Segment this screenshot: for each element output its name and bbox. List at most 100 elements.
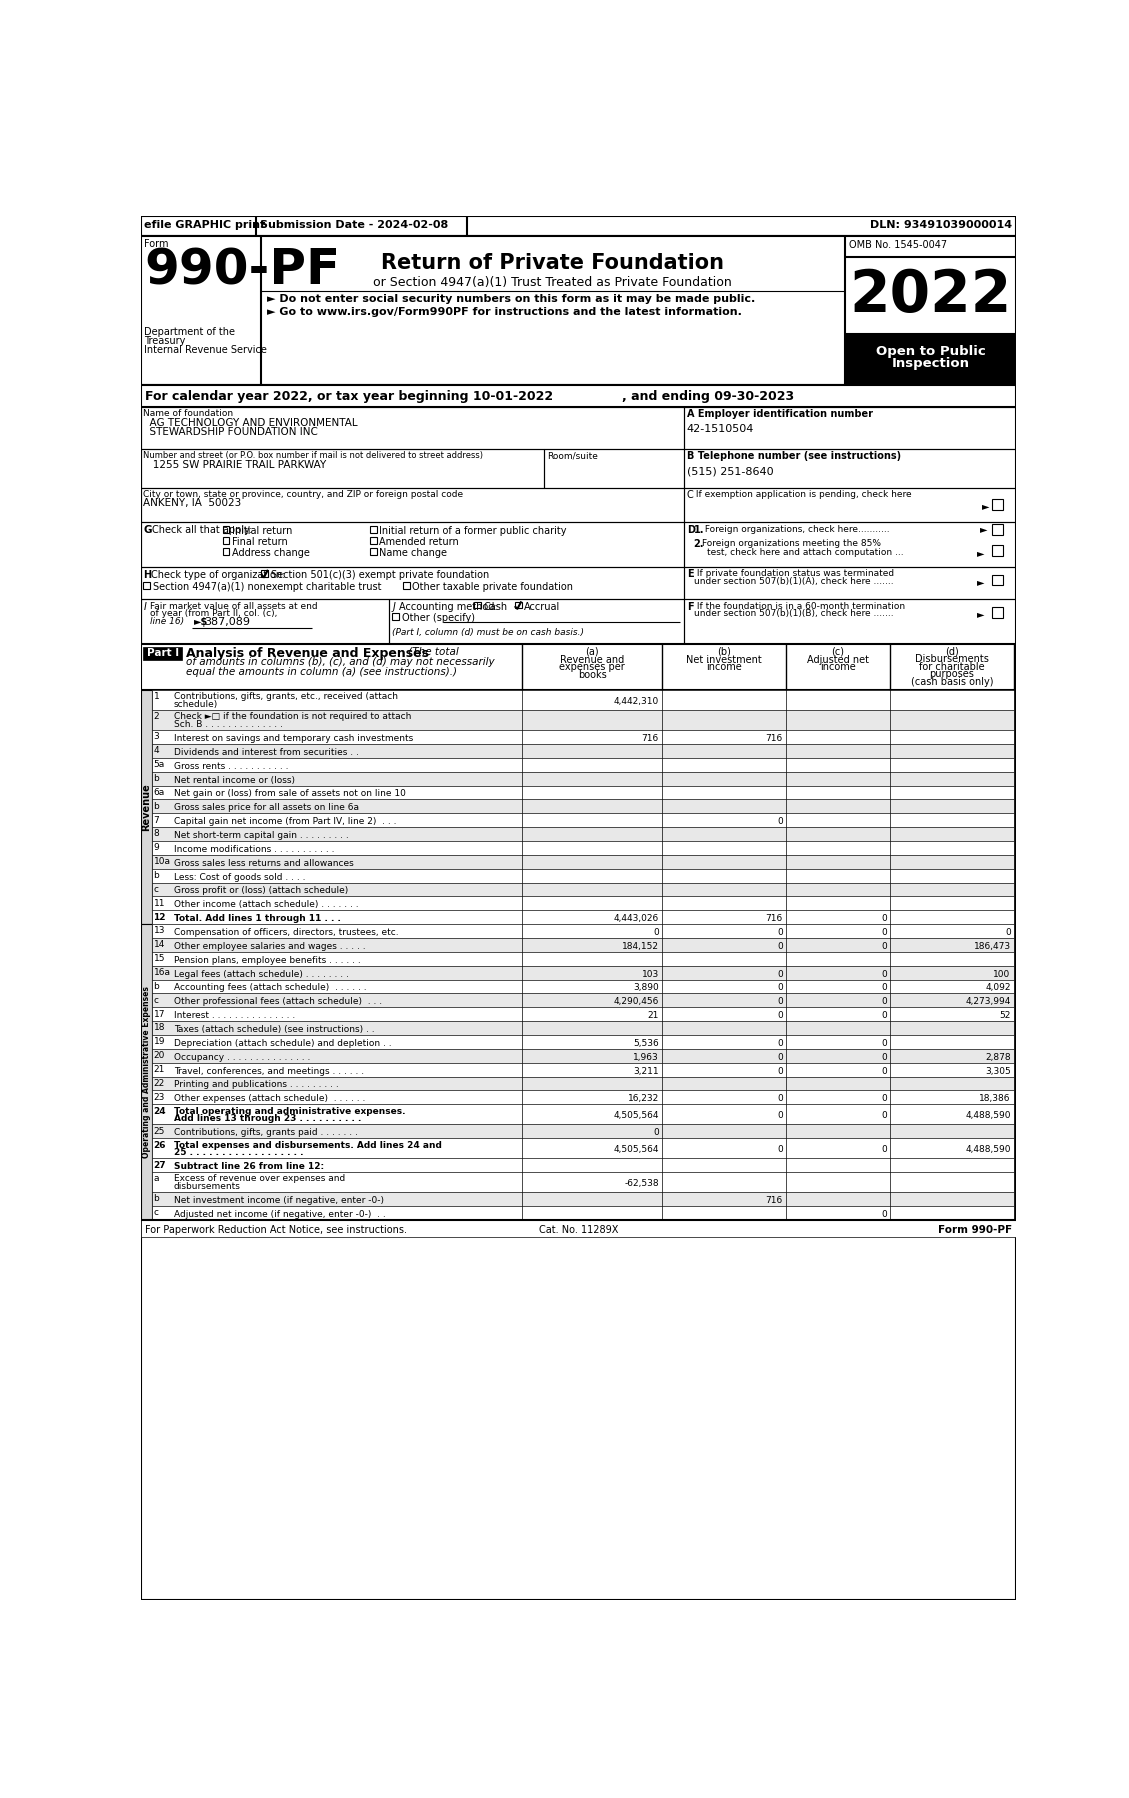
Bar xyxy=(992,545,1003,556)
Text: 5,536: 5,536 xyxy=(633,1039,659,1048)
Bar xyxy=(992,523,1003,534)
Text: G: G xyxy=(143,525,152,536)
Text: b: b xyxy=(154,870,159,879)
Bar xyxy=(152,1063,1014,1077)
Text: Pension plans, employee benefits . . . . . .: Pension plans, employee benefits . . . .… xyxy=(174,957,360,966)
Bar xyxy=(992,608,1003,619)
Text: Accounting method:: Accounting method: xyxy=(400,602,498,611)
Text: 4,488,590: 4,488,590 xyxy=(965,1111,1010,1120)
Text: 716: 716 xyxy=(641,734,659,743)
Bar xyxy=(392,613,400,620)
Text: Gross profit or (loss) (attach schedule): Gross profit or (loss) (attach schedule) xyxy=(174,886,348,895)
Text: 8: 8 xyxy=(154,829,159,838)
Text: Check type of organization:: Check type of organization: xyxy=(151,570,286,581)
Text: purposes: purposes xyxy=(929,669,974,680)
Text: 24: 24 xyxy=(154,1106,166,1115)
Text: ►: ► xyxy=(982,502,989,511)
Text: 16,232: 16,232 xyxy=(628,1095,659,1104)
Text: Occupancy . . . . . . . . . . . . . . .: Occupancy . . . . . . . . . . . . . . . xyxy=(174,1054,310,1063)
Text: 0: 0 xyxy=(777,998,782,1007)
Bar xyxy=(152,1104,1014,1124)
Text: (a): (a) xyxy=(585,647,599,656)
Text: 26: 26 xyxy=(154,1140,166,1149)
Text: 25 . . . . . . . . . . . . . . . . . .: 25 . . . . . . . . . . . . . . . . . . xyxy=(174,1149,304,1158)
Text: Fair market value of all assets at end: Fair market value of all assets at end xyxy=(150,602,317,611)
Bar xyxy=(141,450,544,487)
Text: Income modifications . . . . . . . . . . .: Income modifications . . . . . . . . . .… xyxy=(174,845,334,854)
Text: Capital gain net income (from Part IV, line 2)  . . .: Capital gain net income (from Part IV, l… xyxy=(174,816,396,825)
Text: Final return: Final return xyxy=(231,538,288,547)
Text: c: c xyxy=(154,1208,158,1217)
Text: DLN: 93491039000014: DLN: 93491039000014 xyxy=(870,219,1013,230)
Bar xyxy=(684,450,1016,487)
Text: line 16): line 16) xyxy=(150,617,184,626)
Text: Sch. B . . . . . . . . . . . . . .: Sch. B . . . . . . . . . . . . . . xyxy=(174,721,282,730)
Text: Return of Private Foundation: Return of Private Foundation xyxy=(382,254,724,273)
Text: H: H xyxy=(143,570,151,581)
Text: 5a: 5a xyxy=(154,761,165,770)
Text: books: books xyxy=(578,671,606,680)
Text: 0: 0 xyxy=(777,984,782,992)
Bar xyxy=(141,216,1016,236)
Bar xyxy=(152,757,1014,771)
Text: Check ►□ if the foundation is not required to attach: Check ►□ if the foundation is not requir… xyxy=(174,712,411,721)
Bar xyxy=(152,1138,1014,1158)
Text: (c): (c) xyxy=(831,647,844,656)
Text: I: I xyxy=(143,602,147,611)
Bar xyxy=(370,548,377,554)
Text: Gross sales price for all assets on line 6a: Gross sales price for all assets on line… xyxy=(174,804,359,813)
Text: 100: 100 xyxy=(994,969,1010,978)
Text: 184,152: 184,152 xyxy=(622,942,659,951)
Text: 20: 20 xyxy=(154,1052,165,1061)
Bar xyxy=(152,1021,1014,1036)
Bar xyxy=(390,599,684,644)
Text: OMB No. 1545-0047: OMB No. 1545-0047 xyxy=(849,239,947,250)
Text: 42-1510504: 42-1510504 xyxy=(686,424,754,433)
Text: 186,473: 186,473 xyxy=(973,942,1010,951)
Text: 4,505,564: 4,505,564 xyxy=(613,1111,659,1120)
Text: ► Go to www.irs.gov/Form990PF for instructions and the latest information.: ► Go to www.irs.gov/Form990PF for instru… xyxy=(268,307,743,316)
Text: Address change: Address change xyxy=(231,548,309,557)
Text: b: b xyxy=(154,773,159,782)
Text: Cash: Cash xyxy=(483,602,508,611)
Text: City or town, state or province, country, and ZIP or foreign postal code: City or town, state or province, country… xyxy=(143,489,464,498)
Text: Treasury: Treasury xyxy=(145,336,185,345)
Text: 2: 2 xyxy=(154,712,159,721)
Text: Initial return of a former public charity: Initial return of a former public charit… xyxy=(379,527,567,536)
Text: Other professional fees (attach schedule)  . . .: Other professional fees (attach schedule… xyxy=(174,998,382,1007)
Text: 21: 21 xyxy=(647,1010,659,1019)
Text: 1255 SW PRAIRIE TRAIL PARKWAY: 1255 SW PRAIRIE TRAIL PARKWAY xyxy=(143,460,326,469)
Text: C: C xyxy=(686,489,693,500)
Text: disbursements: disbursements xyxy=(174,1181,240,1190)
Text: income: income xyxy=(706,662,742,672)
Text: 7: 7 xyxy=(154,816,159,825)
Text: 1.: 1. xyxy=(693,525,704,534)
Text: Name change: Name change xyxy=(379,548,447,557)
Bar xyxy=(684,406,1016,450)
Text: Name of foundation: Name of foundation xyxy=(143,408,234,417)
Text: Contributions, gifts, grants, etc., received (attach: Contributions, gifts, grants, etc., rece… xyxy=(174,692,397,701)
Text: of amounts in columns (b), (c), and (d) may not necessarily: of amounts in columns (b), (c), and (d) … xyxy=(186,656,495,667)
Bar xyxy=(141,599,390,644)
Text: J: J xyxy=(392,602,395,611)
Text: Open to Public: Open to Public xyxy=(876,345,986,358)
Bar xyxy=(222,548,229,554)
Text: Amended return: Amended return xyxy=(379,538,458,547)
Text: Accrual: Accrual xyxy=(524,602,560,611)
Bar xyxy=(141,521,684,566)
Bar xyxy=(141,487,684,521)
Bar xyxy=(684,599,1016,644)
Text: Operating and Administrative Expenses: Operating and Administrative Expenses xyxy=(142,985,151,1158)
Text: 27: 27 xyxy=(154,1160,166,1169)
Text: ►: ► xyxy=(980,525,987,534)
Text: Room/suite: Room/suite xyxy=(548,451,598,460)
Text: (cash basis only): (cash basis only) xyxy=(910,678,994,687)
Text: 990-PF: 990-PF xyxy=(145,246,341,295)
Text: Printing and publications . . . . . . . . .: Printing and publications . . . . . . . … xyxy=(174,1081,339,1090)
Bar xyxy=(152,690,1014,710)
Text: Excess of revenue over expenses and: Excess of revenue over expenses and xyxy=(174,1174,345,1183)
Bar xyxy=(141,236,1016,385)
Text: 0: 0 xyxy=(653,928,659,937)
Text: 0: 0 xyxy=(881,998,886,1007)
Text: or Section 4947(a)(1) Trust Treated as Private Foundation: or Section 4947(a)(1) Trust Treated as P… xyxy=(374,275,732,289)
